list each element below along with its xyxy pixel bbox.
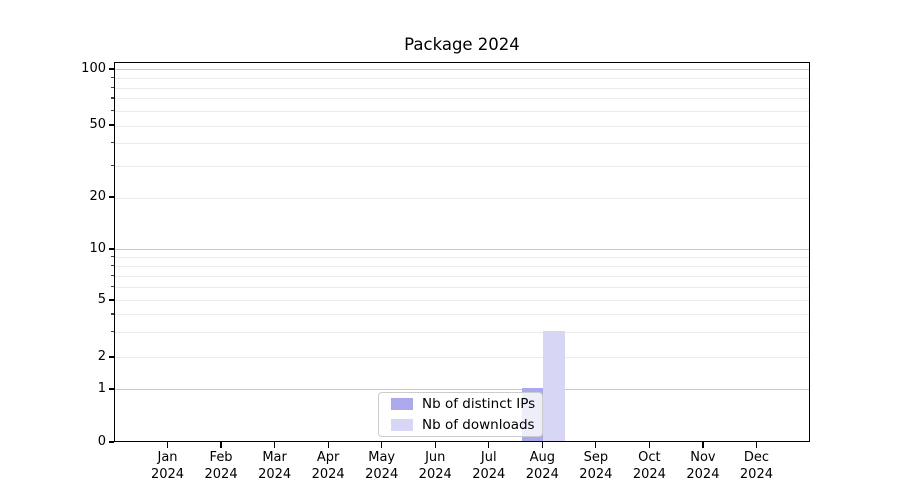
major-gridline bbox=[115, 69, 809, 71]
x-tick-label: Jun 2024 bbox=[418, 450, 452, 482]
minor-gridline bbox=[115, 125, 809, 127]
legend-swatch-distinct-ips-icon bbox=[391, 398, 413, 410]
y-tick-label: 0 bbox=[97, 434, 106, 449]
y-tick-mark bbox=[108, 248, 114, 250]
x-tick-mark bbox=[648, 442, 650, 448]
minor-gridline bbox=[115, 257, 809, 259]
legend-item-downloads: Nb of downloads bbox=[391, 417, 535, 433]
x-tick-mark bbox=[274, 442, 276, 448]
y-minor-tick-mark bbox=[111, 286, 114, 288]
y-tick-mark bbox=[108, 299, 114, 301]
y-minor-tick-mark bbox=[111, 109, 114, 111]
y-tick-label: 2 bbox=[97, 348, 106, 364]
x-tick-label: Jul 2024 bbox=[472, 450, 506, 482]
minor-gridline bbox=[115, 314, 809, 316]
y-minor-tick-mark bbox=[111, 86, 114, 88]
x-tick-mark bbox=[702, 442, 704, 448]
x-tick-mark bbox=[488, 442, 490, 448]
y-tick-label: 5 bbox=[97, 291, 106, 307]
x-tick-label: Mar 2024 bbox=[258, 450, 292, 482]
minor-gridline bbox=[115, 332, 809, 334]
legend-swatch-downloads-icon bbox=[391, 419, 413, 431]
minor-gridline bbox=[115, 287, 809, 289]
y-tick-label: 1 bbox=[97, 380, 106, 396]
y-tick-mark bbox=[108, 124, 114, 126]
minor-gridline bbox=[115, 197, 809, 199]
y-tick-label: 100 bbox=[81, 60, 106, 76]
legend-label-distinct-ips: Nb of distinct IPs bbox=[422, 396, 536, 412]
legend-label-downloads: Nb of downloads bbox=[422, 417, 535, 433]
y-tick-label: 10 bbox=[89, 240, 106, 256]
y-tick-mark bbox=[108, 196, 114, 198]
x-tick-label: Dec 2024 bbox=[739, 450, 773, 482]
minor-gridline bbox=[115, 165, 809, 167]
chart-title: Package 2024 bbox=[404, 35, 520, 54]
x-tick-mark bbox=[220, 442, 222, 448]
y-minor-tick-mark bbox=[111, 331, 114, 333]
legend-item-distinct-ips: Nb of distinct IPs bbox=[391, 396, 536, 412]
minor-gridline bbox=[115, 275, 809, 277]
y-minor-tick-mark bbox=[111, 313, 114, 315]
minor-gridline bbox=[115, 357, 809, 359]
minor-gridline bbox=[115, 87, 809, 89]
x-tick-label: Jan 2024 bbox=[150, 450, 185, 482]
y-tick-label: 50 bbox=[89, 117, 106, 132]
y-minor-tick-mark bbox=[111, 164, 114, 166]
y-minor-tick-mark bbox=[111, 97, 114, 99]
x-tick-label: Oct 2024 bbox=[632, 450, 666, 482]
y-tick-mark bbox=[108, 441, 114, 443]
y-minor-tick-mark bbox=[111, 142, 114, 144]
x-tick-mark bbox=[381, 442, 383, 448]
minor-gridline bbox=[115, 143, 809, 145]
major-gridline bbox=[115, 249, 809, 251]
x-tick-label: May 2024 bbox=[365, 450, 399, 482]
y-minor-tick-mark bbox=[111, 274, 114, 276]
y-minor-tick-mark bbox=[111, 264, 114, 267]
x-tick-label: Apr 2024 bbox=[311, 450, 345, 482]
x-tick-label: Feb 2024 bbox=[204, 450, 238, 482]
minor-gridline bbox=[115, 110, 809, 112]
x-tick-label: Sep 2024 bbox=[579, 450, 613, 482]
y-tick-mark bbox=[108, 356, 114, 358]
plot-area bbox=[114, 62, 810, 442]
major-gridline bbox=[115, 389, 809, 391]
x-tick-mark bbox=[755, 442, 758, 448]
bar-downloads bbox=[543, 330, 565, 441]
minor-gridline bbox=[115, 300, 809, 302]
y-tick-mark bbox=[108, 68, 114, 70]
minor-gridline bbox=[115, 98, 809, 100]
x-tick-mark bbox=[327, 442, 329, 448]
minor-gridline bbox=[115, 265, 809, 267]
x-tick-mark bbox=[434, 442, 436, 448]
x-tick-mark bbox=[166, 442, 169, 448]
x-tick-label: Aug 2024 bbox=[525, 450, 559, 482]
x-tick-mark bbox=[595, 442, 597, 448]
y-tick-mark bbox=[108, 388, 114, 390]
y-minor-tick-mark bbox=[111, 256, 114, 258]
minor-gridline bbox=[115, 78, 809, 79]
y-tick-label: 20 bbox=[89, 189, 106, 204]
x-tick-label: Nov 2024 bbox=[686, 450, 720, 482]
legend: Nb of distinct IPs Nb of downloads bbox=[378, 392, 543, 437]
y-minor-tick-mark bbox=[111, 77, 114, 79]
x-tick-mark bbox=[541, 442, 543, 448]
